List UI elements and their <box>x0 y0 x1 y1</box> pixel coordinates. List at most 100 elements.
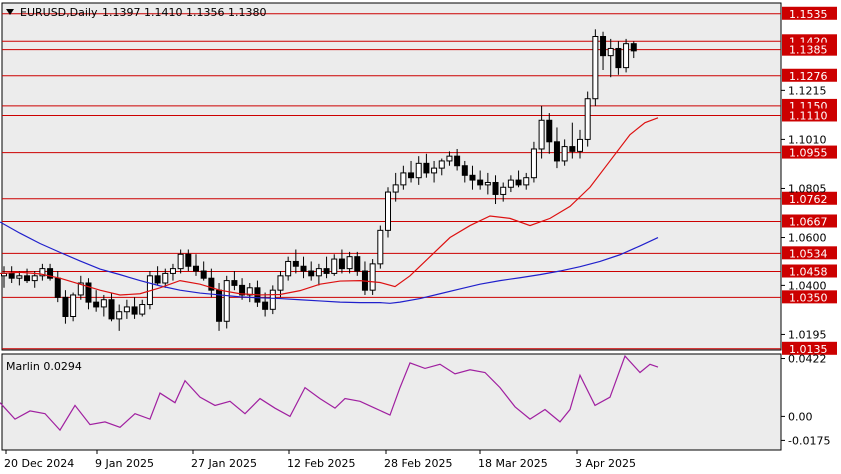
candle <box>47 263 54 281</box>
collapse-triangle-icon[interactable] <box>6 9 14 15</box>
symbol-label: EURUSD,Daily <box>20 6 98 19</box>
level-label-box <box>782 264 837 278</box>
candle <box>607 38 614 78</box>
level-label: 1.0458 <box>789 266 828 279</box>
level-label: 1.1385 <box>789 44 828 57</box>
level-label-box <box>782 214 837 228</box>
level-label-box <box>782 246 837 260</box>
candle <box>39 263 46 281</box>
candle <box>77 275 84 300</box>
moving-average-red <box>0 117 659 296</box>
candle <box>208 268 215 298</box>
price-tick-label: 1.1215 <box>788 84 827 97</box>
candle <box>630 41 637 59</box>
candle <box>70 292 77 322</box>
candle <box>438 158 445 176</box>
candle <box>469 165 476 190</box>
candle <box>338 249 345 274</box>
level-label: 1.1110 <box>789 109 828 122</box>
candle <box>454 148 461 171</box>
indicator-axis-ticks: 0.0422 0.00 -0.0175 <box>781 353 830 447</box>
date-tick-label: 12 Feb 2025 <box>287 457 355 470</box>
candle <box>392 172 399 202</box>
date-tick-label: 28 Feb 2025 <box>384 457 452 470</box>
chart-header: EURUSD,Daily 1.1397 1.1410 1.1356 1.1380 <box>6 6 266 19</box>
level-label-box <box>782 68 837 82</box>
price-axis-ticks: 1.1215 1.1010 1.0805 1.0600 1.0400 1.0195 <box>781 84 827 341</box>
candle <box>492 175 499 205</box>
candle <box>231 271 238 291</box>
candle <box>246 282 253 303</box>
price-tick-label: 1.0195 <box>788 328 827 341</box>
indicator-tick-label: -0.0175 <box>788 434 830 447</box>
level-label: 1.0135 <box>789 343 828 356</box>
candle <box>530 141 537 183</box>
candle <box>154 266 161 286</box>
level-label-box <box>782 290 837 304</box>
indicator-tick-label: 0.0422 <box>788 353 827 366</box>
candle <box>277 271 284 298</box>
candle <box>162 268 169 288</box>
candle <box>108 292 115 322</box>
candle <box>62 290 69 324</box>
candle <box>8 266 15 283</box>
candle <box>131 297 138 319</box>
level-label-box <box>782 108 837 122</box>
candle <box>100 294 107 317</box>
level-label-box <box>782 145 837 159</box>
candle <box>461 160 468 183</box>
candle <box>16 271 23 286</box>
candle <box>323 256 330 279</box>
candle <box>500 182 507 202</box>
candle <box>185 249 192 272</box>
candle <box>431 160 438 183</box>
candle <box>538 105 545 159</box>
level-label: 1.0350 <box>789 291 828 304</box>
candle <box>446 151 453 166</box>
candle <box>346 251 353 274</box>
candle <box>623 38 630 73</box>
candle <box>331 254 338 276</box>
indicator-plot-area <box>1 353 782 451</box>
candle <box>139 299 146 317</box>
candle <box>239 278 246 300</box>
candle <box>484 172 491 195</box>
candle <box>600 31 607 71</box>
level-label: 1.0534 <box>789 247 828 260</box>
level-label: 1.0762 <box>789 193 828 206</box>
level-lines: 1.15351.14201.13851.12761.11501.11101.09… <box>2 6 837 356</box>
level-label-box <box>782 6 837 20</box>
candle <box>415 156 422 185</box>
candle <box>377 225 384 269</box>
price-tick-label: 1.0400 <box>788 279 827 292</box>
candle <box>385 187 391 238</box>
candle <box>93 290 100 312</box>
candle <box>223 275 230 329</box>
candle <box>553 127 560 169</box>
date-tick-label: 20 Dec 2024 <box>4 457 74 470</box>
candle <box>116 304 123 331</box>
candle <box>200 261 207 281</box>
level-label-box <box>782 191 837 205</box>
candle <box>262 292 269 317</box>
candle <box>315 263 322 286</box>
candle <box>292 249 299 274</box>
candle <box>515 170 522 188</box>
candle <box>408 160 415 183</box>
candle <box>369 259 376 295</box>
candle <box>592 29 599 106</box>
candle <box>285 256 292 281</box>
level-label: 1.0955 <box>789 147 828 160</box>
level-label-box <box>782 341 837 355</box>
candle <box>123 299 130 319</box>
date-tick-label: 27 Jan 2025 <box>191 457 257 470</box>
candle <box>477 170 484 190</box>
candle <box>300 256 307 279</box>
candle <box>546 113 553 154</box>
price-tick-label: 1.1010 <box>788 133 827 146</box>
indicator-label: Marlin 0.0294 <box>6 360 82 373</box>
candle <box>308 261 315 281</box>
candle <box>85 278 92 310</box>
candle <box>400 165 407 190</box>
